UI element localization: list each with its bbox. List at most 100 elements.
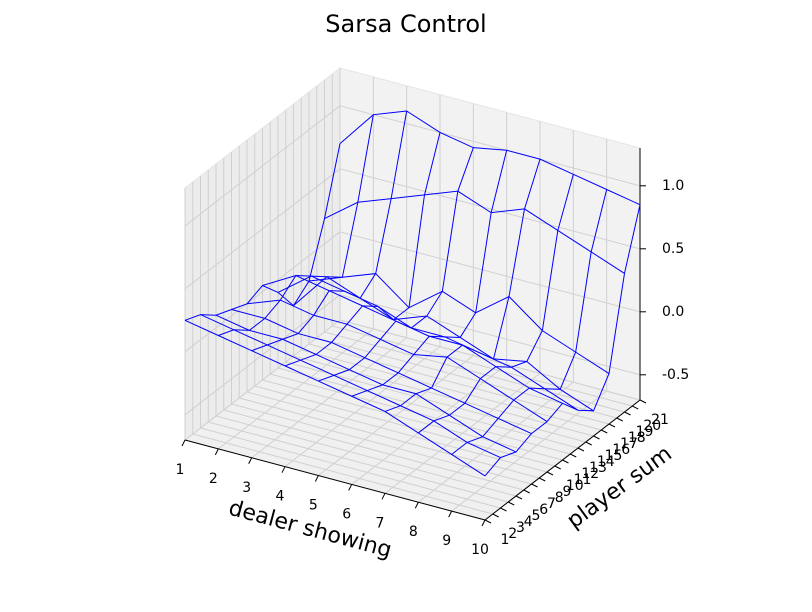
tick-mark bbox=[632, 405, 639, 410]
tick-mark bbox=[248, 457, 253, 465]
y-tick-label: 20 bbox=[643, 418, 661, 434]
tick-mark bbox=[639, 399, 647, 404]
wire-column bbox=[318, 147, 474, 382]
grid-line bbox=[184, 105, 341, 227]
y-tick-label: 13 bbox=[589, 460, 607, 476]
grid-line bbox=[339, 319, 641, 401]
tick-mark bbox=[314, 475, 319, 482]
wire-column bbox=[484, 204, 641, 477]
wire-row bbox=[200, 314, 501, 459]
y-tick-label: 9 bbox=[563, 484, 572, 500]
grid-line bbox=[339, 168, 641, 250]
grid-line bbox=[339, 105, 641, 187]
z-tick-label: 0.5 bbox=[662, 241, 684, 257]
grid-line bbox=[246, 391, 548, 473]
tick-mark bbox=[616, 417, 623, 422]
wire-row bbox=[293, 276, 594, 412]
tick-mark bbox=[381, 493, 386, 500]
tick-mark bbox=[484, 519, 492, 524]
wire-row bbox=[231, 309, 532, 435]
wire-column bbox=[251, 110, 408, 352]
chart-title: Sarsa Control bbox=[325, 10, 486, 38]
z-tick-label: 1.0 bbox=[662, 178, 684, 194]
grid-line bbox=[270, 373, 571, 455]
x-tick-label: 2 bbox=[209, 471, 218, 487]
wire-row bbox=[184, 319, 486, 477]
grid-line bbox=[239, 397, 540, 479]
wire-column bbox=[284, 132, 441, 367]
tick-mark bbox=[523, 489, 530, 494]
wire-column bbox=[384, 158, 541, 412]
wire-column bbox=[418, 174, 574, 434]
y-tick-label: 1 bbox=[501, 532, 510, 548]
y-tick-label: 18 bbox=[628, 430, 646, 446]
tick-mark bbox=[281, 466, 286, 473]
y-tick-label: 15 bbox=[605, 448, 623, 464]
grid-line bbox=[262, 379, 563, 461]
y-tick-label: 21 bbox=[651, 412, 669, 428]
y-tick-label: 10 bbox=[566, 478, 584, 494]
wire-column bbox=[218, 114, 374, 336]
grid-line bbox=[192, 433, 493, 515]
x-tick-label: 1 bbox=[176, 462, 185, 478]
x-tick-label: 9 bbox=[442, 533, 451, 549]
y-tick-label: 4 bbox=[524, 514, 533, 530]
y-tick-label: 8 bbox=[555, 490, 564, 506]
grid-line bbox=[215, 415, 517, 497]
grid-line bbox=[293, 355, 594, 437]
y-tick-label: 11 bbox=[574, 472, 592, 488]
grid-line bbox=[308, 343, 610, 425]
y-tick-label: 6 bbox=[539, 502, 548, 518]
y-tick-label: 5 bbox=[532, 508, 541, 524]
grid-line bbox=[208, 421, 509, 503]
tick-mark bbox=[624, 411, 631, 416]
tick-mark bbox=[508, 501, 515, 506]
wire-row bbox=[339, 110, 641, 206]
wire-row bbox=[246, 299, 548, 423]
grid-line bbox=[285, 361, 586, 443]
wire-column bbox=[184, 143, 341, 321]
grid-line bbox=[254, 385, 555, 467]
x-tick-label: 6 bbox=[342, 506, 351, 522]
tick-mark bbox=[414, 501, 419, 509]
tick-mark bbox=[481, 519, 486, 527]
x-tick-label: 3 bbox=[242, 480, 251, 496]
y-tick-label: 7 bbox=[547, 496, 556, 512]
x-tick-label: 7 bbox=[376, 515, 385, 531]
axis-line bbox=[184, 439, 486, 521]
grid-line bbox=[231, 403, 532, 485]
x-tick-label: 5 bbox=[309, 498, 318, 514]
grid-line bbox=[223, 409, 524, 491]
grid-line bbox=[200, 427, 501, 509]
z-tick-label: -0.5 bbox=[662, 367, 689, 383]
y-tick-label: 14 bbox=[597, 454, 615, 470]
tick-mark bbox=[500, 507, 507, 512]
grid-line bbox=[339, 231, 641, 313]
y-tick-label: 3 bbox=[516, 520, 525, 536]
tick-mark bbox=[492, 513, 499, 518]
grid-line bbox=[277, 367, 579, 449]
tick-mark bbox=[539, 477, 546, 482]
tick-mark bbox=[554, 465, 561, 470]
wire-row bbox=[215, 314, 517, 453]
x-tick-label: 8 bbox=[409, 524, 418, 540]
y-tick-label: 16 bbox=[612, 442, 630, 458]
x-tick-label: 4 bbox=[276, 489, 285, 505]
tick-mark bbox=[531, 483, 538, 488]
y-tick-label: 19 bbox=[636, 424, 654, 440]
wire-row bbox=[277, 275, 579, 411]
z-tick-label: 0.0 bbox=[662, 304, 684, 320]
tick-mark bbox=[562, 459, 569, 464]
tick-mark bbox=[593, 435, 600, 440]
grid-line bbox=[332, 325, 633, 407]
grid-line bbox=[184, 168, 341, 290]
tick-mark bbox=[577, 447, 585, 452]
tick-mark bbox=[515, 495, 523, 500]
tick-mark bbox=[608, 423, 616, 428]
y-tick-label: 2 bbox=[508, 526, 517, 542]
y-tick-label: 17 bbox=[620, 436, 638, 452]
wire-row bbox=[324, 190, 625, 274]
x-tick-label: 10 bbox=[471, 542, 489, 558]
